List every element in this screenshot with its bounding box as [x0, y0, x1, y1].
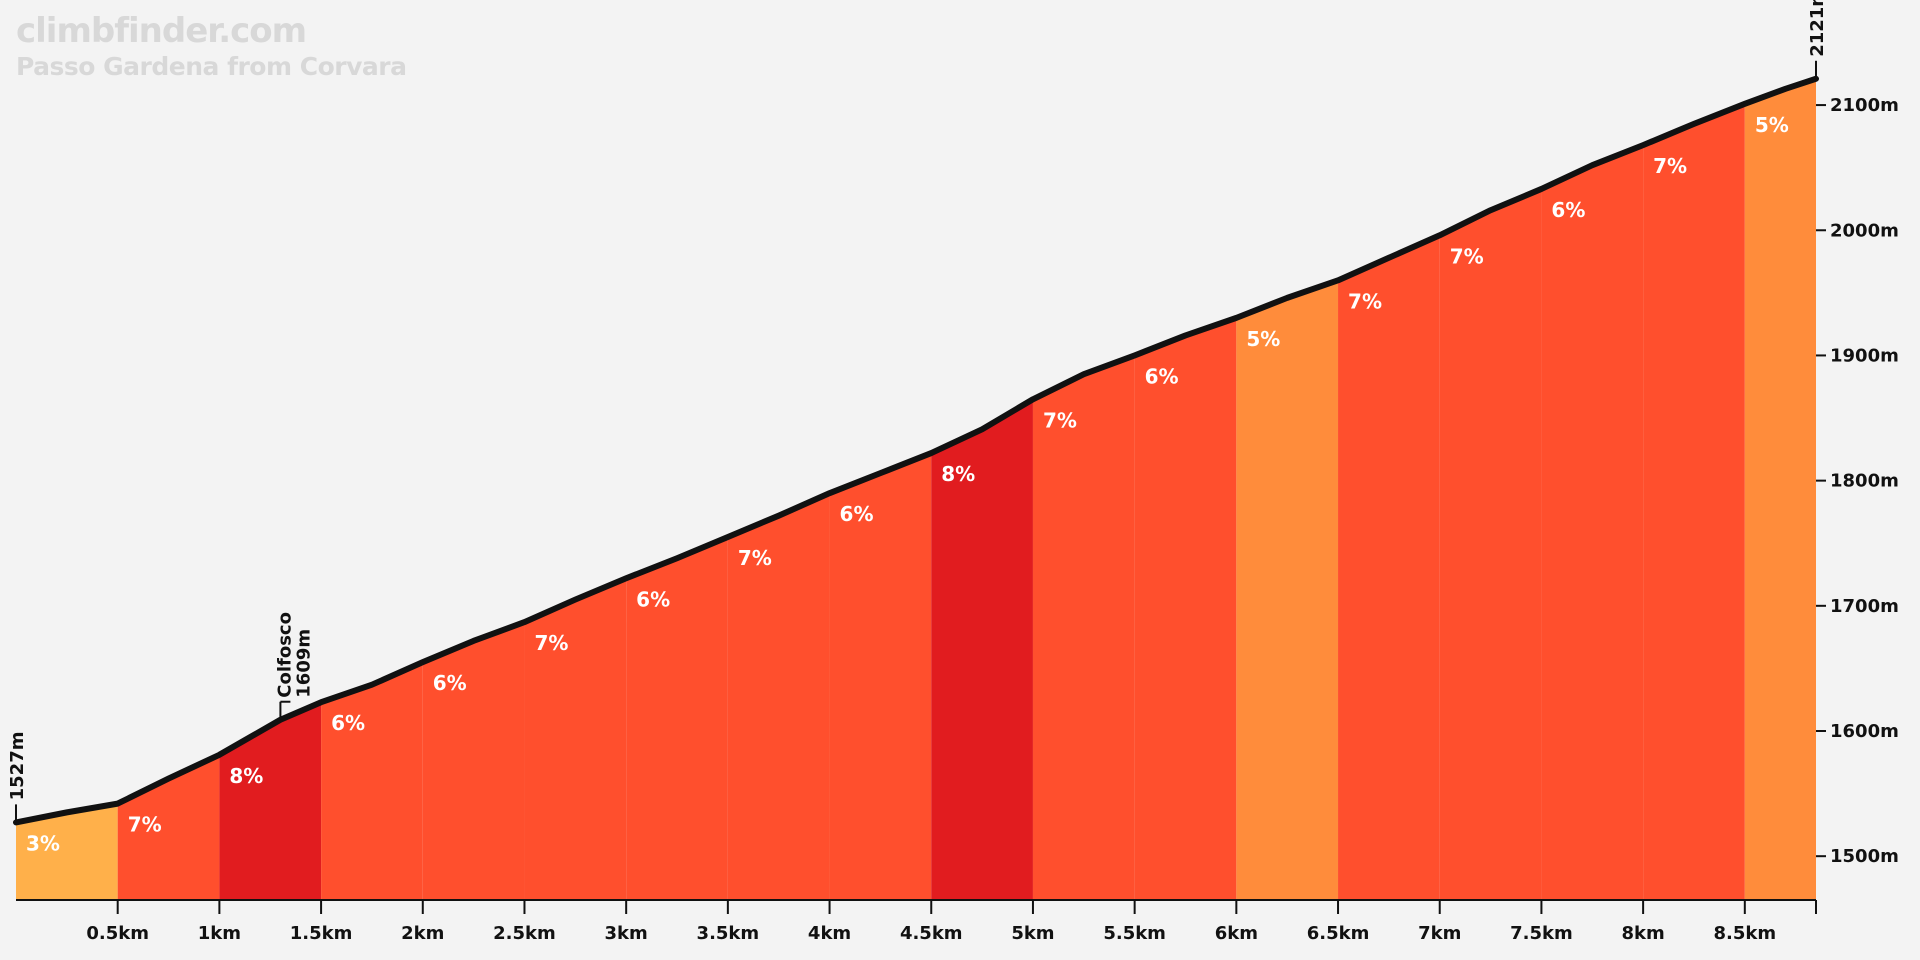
gradient-label-16: 6% — [1551, 198, 1585, 222]
climb-name: Passo Gardena from Corvara — [16, 52, 407, 81]
gradient-segment-2 — [117, 754, 220, 900]
gradient-labels: 3% 7% 8% 6% 6% 7% 6% 7% 6% 8% 7% 6% 5% 7% 7% 6% 7% 5% — [26, 113, 1789, 856]
gradient-label-13: 5% — [1246, 327, 1280, 351]
gradient-segment-6 — [524, 578, 627, 900]
gradient-label-2: 7% — [128, 813, 162, 837]
gradient-segment-1 — [16, 803, 118, 900]
gradient-segment-16 — [1541, 145, 1644, 901]
annotation-label-1-1: 1527m — [7, 732, 28, 801]
gradient-segment-15 — [1439, 188, 1542, 901]
y-tick-label-6: 2000m — [1830, 220, 1899, 241]
gradient-label-9: 6% — [840, 502, 874, 526]
x-tick-label-5: 2.5km — [493, 923, 556, 944]
brand-block: climbfinder.com Passo Gardena from Corva… — [16, 11, 407, 81]
x-tick-label-8: 4km — [808, 923, 851, 944]
gradient-label-12: 6% — [1145, 364, 1179, 388]
annotation-label-2-1: Colfosco — [274, 612, 295, 698]
gradient-segment-18 — [1744, 78, 1816, 901]
gradient-segment-13 — [1236, 280, 1339, 900]
gradient-label-5: 6% — [433, 671, 467, 695]
site-logo-text[interactable]: climbfinder.com — [16, 11, 307, 51]
x-tick-label-9: 4.5km — [900, 923, 963, 944]
y-tick-label-5: 1900m — [1830, 345, 1899, 366]
x-tick-label-17: 8.5km — [1714, 923, 1777, 944]
x-tick-label-12: 6km — [1215, 923, 1258, 944]
gradient-label-14: 7% — [1348, 289, 1382, 313]
annotation-label-3-1: 2121m — [1807, 0, 1828, 57]
annotation-label-2-2: 1609m — [293, 629, 314, 698]
gradient-label-1: 3% — [26, 831, 60, 855]
x-tick-label-6: 3km — [605, 923, 648, 944]
x-tick-label-13: 6.5km — [1307, 923, 1370, 944]
x-tick-label-7: 3.5km — [697, 923, 760, 944]
gradient-segment-7 — [626, 536, 728, 900]
y-tick-label-1: 1500m — [1830, 846, 1899, 867]
gradient-segment-11 — [1032, 355, 1135, 900]
gradient-label-4: 6% — [331, 711, 365, 735]
gradient-segment-12 — [1134, 317, 1237, 900]
gradient-segment-14 — [1338, 235, 1440, 900]
x-tick-label-10: 5km — [1011, 923, 1054, 944]
gradient-segment-4 — [321, 662, 423, 900]
x-tick-label-15: 7.5km — [1510, 923, 1573, 944]
gradient-label-7: 6% — [636, 587, 670, 611]
x-tick-label-14: 7km — [1418, 923, 1461, 944]
x-tick-label-11: 5.5km — [1103, 923, 1166, 944]
gradient-segment-5 — [422, 622, 525, 900]
gradient-segment-10 — [931, 399, 1033, 900]
gradient-label-11: 7% — [1043, 408, 1077, 432]
y-tick-label-4: 1800m — [1830, 471, 1899, 492]
elevation-profile-line — [13, 75, 1819, 826]
y-tick-label-2: 1600m — [1830, 721, 1899, 742]
x-tick-label-3: 1.5km — [290, 923, 353, 944]
x-tick-label-2: 1km — [198, 923, 241, 944]
x-tick-label-16: 8km — [1621, 923, 1664, 944]
gradient-segment-3 — [219, 702, 322, 900]
y-tick-label-3: 1700m — [1830, 596, 1899, 617]
gradient-segment-17 — [1643, 103, 1745, 901]
gradient-segment-9 — [829, 453, 932, 900]
gradient-label-17: 7% — [1653, 154, 1687, 178]
y-tick-label-7: 2100m — [1830, 95, 1899, 116]
x-tick-label-1: 0.5km — [86, 923, 149, 944]
gradient-segment-8 — [727, 493, 830, 900]
gradient-label-18: 5% — [1755, 113, 1789, 137]
x-tick-label-4: 2km — [401, 923, 444, 944]
gradient-segments — [16, 78, 1816, 901]
gradient-label-8: 7% — [738, 546, 772, 570]
chart-axes: 0.5km 1km 1.5km 2km 2.5km 3km 3.5km 4km 4.5km 5km… — [16, 95, 1899, 944]
gradient-label-6: 7% — [534, 631, 568, 655]
gradient-label-15: 7% — [1450, 244, 1484, 268]
gradient-label-3: 8% — [229, 764, 263, 788]
gradient-label-10: 8% — [941, 462, 975, 486]
